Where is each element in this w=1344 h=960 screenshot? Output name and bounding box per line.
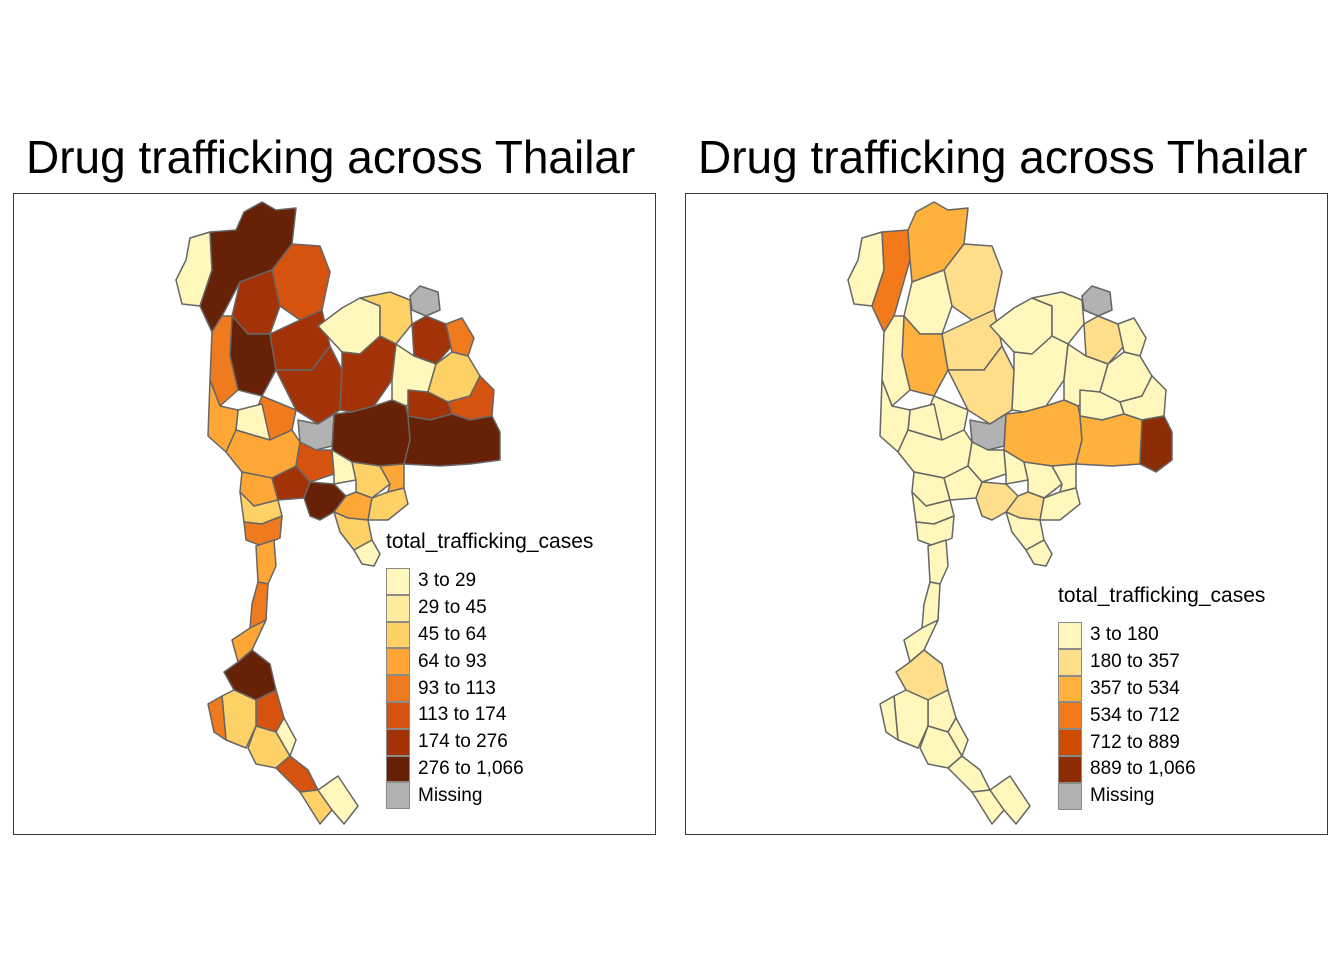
choropleth-map xyxy=(847,201,1173,825)
legend-label: 180 to 357 xyxy=(1090,651,1180,673)
region-south-10 xyxy=(947,755,991,793)
legend-label: Missing xyxy=(418,784,483,806)
region-north-2 xyxy=(271,243,331,321)
legend-item: 276 to 1,066 xyxy=(386,755,593,783)
legend-item: 113 to 174 xyxy=(386,701,593,729)
map-title: Drug trafficking across Thailar xyxy=(26,131,636,183)
legend-title: total_trafficking_cases xyxy=(1058,584,1266,607)
legend-label: 45 to 64 xyxy=(418,623,487,645)
map-panel-left: Drug trafficking across Thailar xyxy=(0,120,660,840)
legend-swatch xyxy=(386,782,410,810)
region-ne-2 xyxy=(359,291,413,345)
legend-label: 357 to 534 xyxy=(1090,677,1180,699)
legend-item: Missing xyxy=(386,782,593,810)
region-ne-south-2 xyxy=(403,413,501,467)
legend-label: 29 to 45 xyxy=(418,597,487,619)
legend-swatch xyxy=(386,568,410,595)
legend-label: 93 to 113 xyxy=(418,677,496,699)
region-south-7 xyxy=(879,695,899,741)
legend-label: 64 to 93 xyxy=(418,650,487,672)
legend-item: 357 to 534 xyxy=(1058,675,1265,703)
region-north-1b xyxy=(907,201,969,283)
legend-item: 29 to 45 xyxy=(386,594,593,622)
region-ne-missing xyxy=(1081,285,1113,317)
region-south-7 xyxy=(207,695,227,741)
legend-title: total_trafficking_cases xyxy=(386,530,594,553)
region-west-2 xyxy=(915,515,955,547)
legend-swatch xyxy=(386,621,410,649)
region-north-2 xyxy=(943,243,1003,321)
region-ne-2 xyxy=(1031,291,1085,345)
region-central-3 xyxy=(331,449,357,485)
region-south-10 xyxy=(275,755,319,793)
legend-swatch xyxy=(386,594,410,622)
legend: total_trafficking_cases 3 to 29 29 to 45 4… xyxy=(386,530,594,810)
legend-item: 534 to 712 xyxy=(1058,702,1265,730)
region-ne-south-3 xyxy=(1139,415,1173,473)
legend-item: 174 to 276 xyxy=(386,728,593,756)
legend-swatch xyxy=(1058,729,1082,756)
region-south-9 xyxy=(275,717,297,757)
legend-swatch xyxy=(386,675,410,702)
legend-label: 3 to 180 xyxy=(1090,624,1159,646)
legend-label: 534 to 712 xyxy=(1090,704,1180,726)
region-ne-5 xyxy=(1011,335,1069,413)
map-panel-right: Drug trafficking across Thailar xyxy=(672,120,1332,840)
legend-swatch xyxy=(1058,755,1082,783)
legend-item: 45 to 64 xyxy=(386,621,593,649)
choropleth-map xyxy=(175,201,501,825)
map-title: Drug trafficking across Thailar xyxy=(698,131,1308,183)
legend-item: Missing xyxy=(1058,782,1265,810)
legend-swatch xyxy=(386,701,410,729)
legend: total_trafficking_cases 3 to 180 180 to 3… xyxy=(1058,584,1265,810)
legend-swatch xyxy=(386,648,410,676)
region-ne-5 xyxy=(339,335,397,413)
region-central-3 xyxy=(1003,449,1029,485)
legend-item: 3 to 180 xyxy=(1058,622,1265,649)
region-east-3 xyxy=(353,539,381,567)
legend-label: 889 to 1,066 xyxy=(1090,758,1196,780)
legend-label: 3 to 29 xyxy=(418,570,477,592)
region-south-12 xyxy=(989,775,1031,825)
region-east-3 xyxy=(1025,539,1053,567)
legend-item: 180 to 357 xyxy=(1058,648,1265,676)
region-south-12 xyxy=(317,775,359,825)
legend-swatch xyxy=(1058,675,1082,703)
region-ne-4 xyxy=(445,317,475,357)
region-ne-missing xyxy=(409,285,441,317)
legend-item: 64 to 93 xyxy=(386,648,593,676)
legend-label: 113 to 174 xyxy=(418,704,507,726)
legend-label: 712 to 889 xyxy=(1090,731,1180,753)
legend-label: 174 to 276 xyxy=(418,731,508,753)
region-ne-4 xyxy=(1117,317,1147,357)
legend-swatch xyxy=(1058,622,1082,649)
region-south-9 xyxy=(947,717,969,757)
legend-swatch xyxy=(386,728,410,756)
legend-item: 93 to 113 xyxy=(386,675,593,702)
legend-swatch xyxy=(1058,702,1082,730)
legend-label: 276 to 1,066 xyxy=(418,757,524,779)
region-south-1 xyxy=(927,539,949,585)
region-west-2 xyxy=(243,515,283,547)
legend-item: 712 to 889 xyxy=(1058,729,1265,756)
region-south-1 xyxy=(255,539,277,585)
legend-label: Missing xyxy=(1090,785,1155,807)
legend-swatch xyxy=(386,755,410,783)
legend-swatch xyxy=(1058,782,1082,810)
legend-swatch xyxy=(1058,648,1082,676)
region-ne-south-2 xyxy=(1075,413,1143,467)
legend-item: 889 to 1,066 xyxy=(1058,755,1265,783)
legend-item: 3 to 29 xyxy=(386,568,593,595)
